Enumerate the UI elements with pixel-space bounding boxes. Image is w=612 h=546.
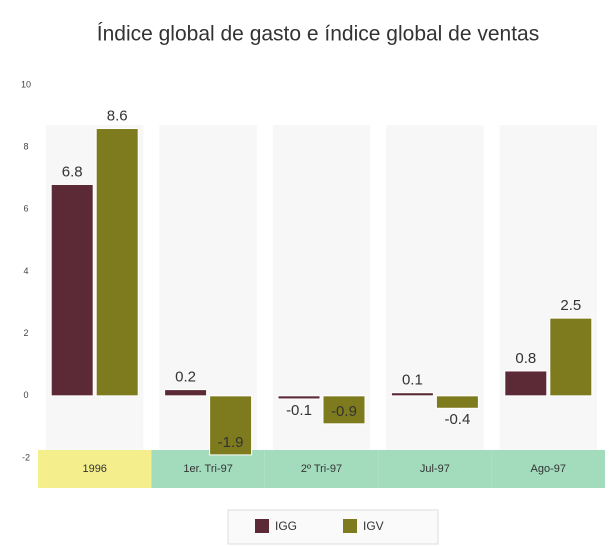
x-tick-label: Jul-97 bbox=[420, 463, 450, 475]
legend-swatch bbox=[343, 519, 357, 533]
bar bbox=[164, 389, 208, 397]
bar bbox=[50, 183, 94, 397]
category-cell bbox=[491, 450, 605, 488]
x-tick-label: 1996 bbox=[82, 463, 106, 475]
value-label: 0.8 bbox=[515, 350, 536, 367]
y-tick-label: 2 bbox=[23, 328, 28, 338]
value-label: 6.8 bbox=[62, 163, 83, 180]
y-tick-label: -2 bbox=[22, 452, 30, 462]
legend-label: IGG bbox=[275, 519, 297, 533]
bar bbox=[549, 317, 593, 397]
category-cell bbox=[378, 450, 492, 488]
x-tick-label: 1er. Tri-97 bbox=[183, 463, 233, 475]
bar bbox=[277, 395, 321, 400]
category-cell bbox=[264, 450, 379, 488]
band-shade bbox=[499, 125, 597, 458]
y-tick-label: 10 bbox=[21, 79, 31, 89]
value-label: 0.2 bbox=[175, 369, 196, 386]
category-cell bbox=[151, 450, 265, 488]
bar bbox=[322, 395, 366, 425]
chart-title: Índice global de gasto e índice global d… bbox=[97, 23, 540, 46]
bar bbox=[504, 370, 548, 397]
bar bbox=[435, 395, 479, 409]
y-tick-label: 6 bbox=[23, 204, 28, 214]
bar bbox=[390, 392, 434, 397]
value-label: -0.1 bbox=[286, 402, 312, 419]
value-label: -1.9 bbox=[218, 434, 244, 451]
x-tick-label: Ago-97 bbox=[531, 463, 566, 475]
x-tick-label: 2º Tri-97 bbox=[301, 463, 342, 475]
y-tick-label: 0 bbox=[23, 390, 28, 400]
category-cell bbox=[38, 450, 152, 488]
value-label: -0.9 bbox=[331, 403, 357, 420]
value-label: 2.5 bbox=[560, 297, 581, 314]
value-label: 0.1 bbox=[402, 372, 423, 389]
bar bbox=[95, 128, 139, 397]
value-label: 8.6 bbox=[107, 107, 128, 124]
y-tick-label: 8 bbox=[23, 142, 28, 152]
value-label: -0.4 bbox=[444, 411, 470, 428]
legend-swatch bbox=[255, 519, 269, 533]
y-tick-label: 4 bbox=[23, 266, 28, 276]
legend-label: IGV bbox=[363, 519, 384, 533]
bar bbox=[209, 395, 253, 456]
